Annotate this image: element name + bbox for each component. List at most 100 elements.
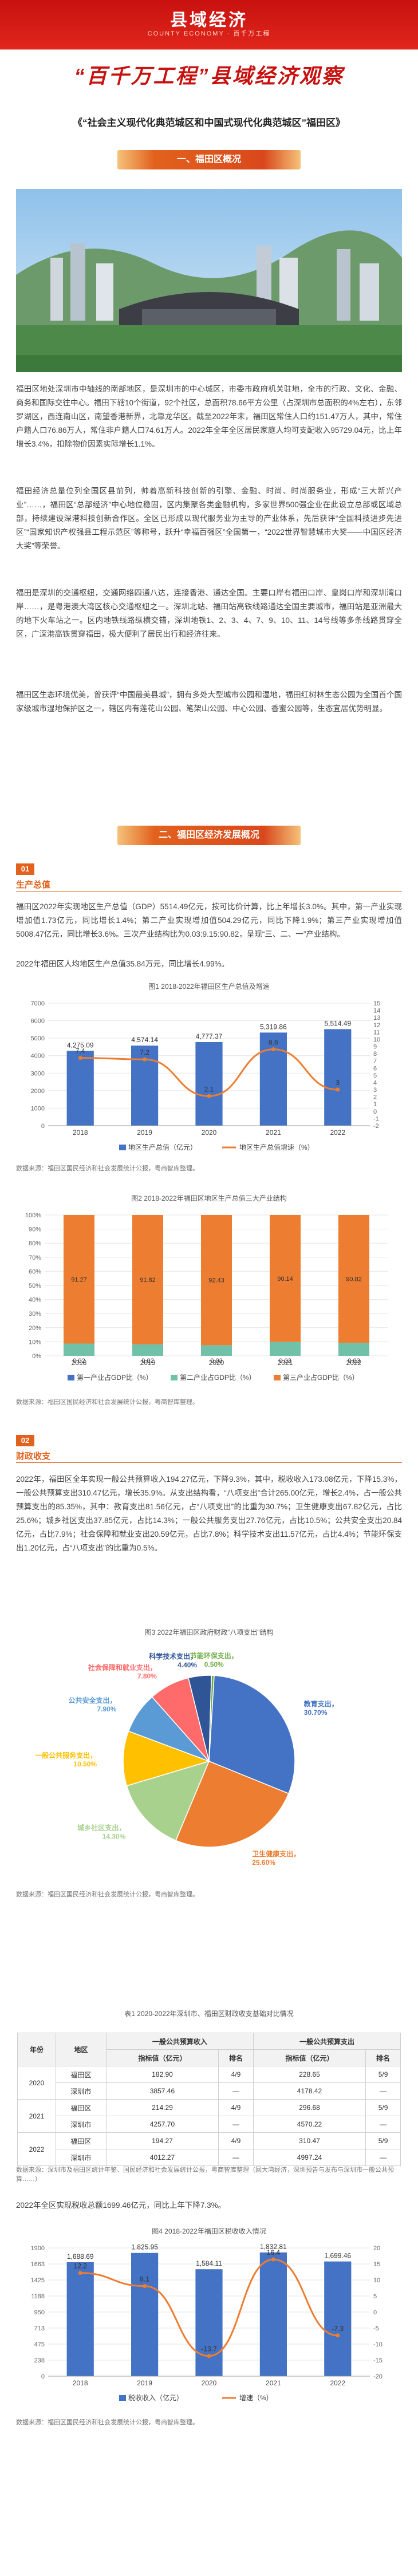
stacked-bar-segment xyxy=(132,1344,163,1356)
table-header-cell: 指标值（亿元） xyxy=(105,2049,219,2066)
table-caption: 表1 2020-2022年深圳市、福田区财政收支基础对比情况 xyxy=(124,2010,294,2018)
line-value-label: 7.2 xyxy=(140,1048,149,1056)
slice-value-label: 10.50% xyxy=(73,1760,97,1768)
x-tick-label: 2020 xyxy=(209,1359,224,1367)
x-tick-label: 2021 xyxy=(266,2379,281,2387)
table-cell: — xyxy=(218,2149,254,2166)
y2-tick-label: 9 xyxy=(373,1044,377,1051)
bar xyxy=(131,2252,159,2376)
y2-tick-label: 0 xyxy=(373,1108,377,1115)
y2-tick-label: 7 xyxy=(373,1058,377,1065)
tax-chart: 0 238 475 713 950 1188 1425 1663 1900 -20 -15 -10 -5… xyxy=(31,2243,382,2402)
segment-value-label: 0.03 xyxy=(279,1358,291,1364)
line-point xyxy=(271,1047,275,1052)
table-cell: 5/9 xyxy=(365,2132,401,2149)
gdp-per-capita-paragraph: 2022年福田区人均地区生产总值35.84万元，同比增长4.99%。 xyxy=(16,960,230,968)
x-tick-label: 2020 xyxy=(202,1129,217,1137)
pie-slice xyxy=(208,1675,295,1794)
table-cell: 深圳市 xyxy=(55,2116,107,2133)
y-tick-label: 4000 xyxy=(31,1053,45,1060)
legend-label: 地区生产总值增速（%） xyxy=(239,1143,314,1151)
chart4-source: 数据来源：福田区国民经济和社会发展统计公报，粤商智库整理。 xyxy=(16,2419,199,2426)
segment-value-label: 90.82 xyxy=(346,1276,362,1283)
x-tick-label: 2019 xyxy=(137,1129,152,1137)
legend-label: 第二产业占GDP比（%） xyxy=(180,1373,256,1382)
legend-label: 税收收入（亿元） xyxy=(128,2393,183,2402)
slice-value-label: 30.70% xyxy=(304,1709,328,1717)
segment-value-label: 0.03 xyxy=(210,1358,222,1364)
y-tick-label: 40% xyxy=(29,1297,41,1304)
y2-tick-label: -5 xyxy=(373,2325,379,2332)
x-tick-label: 2021 xyxy=(266,1129,281,1137)
y-tick-label: 30% xyxy=(29,1311,41,1317)
table-cell: 深圳市 xyxy=(55,2082,107,2100)
y-tick-label: 2000 xyxy=(31,1088,45,1095)
gdp-paragraph: 福田区2022年实现地区生产总值（GDP）5514.49亿元，按可比价计算，比上… xyxy=(16,902,402,938)
slice-label: 教育支出， xyxy=(303,1699,338,1708)
subsection-title-finance: 财政收支 xyxy=(16,1451,51,1461)
y2-tick-label: 1 xyxy=(373,1101,377,1108)
gdp-chart: 01000200030004000500060007000-2-10123456… xyxy=(31,1000,381,1151)
x-tick-label: 2022 xyxy=(346,1359,362,1367)
table-row: 2020 福田区 182.90 4/9 228.65 5/9 xyxy=(17,2066,401,2100)
table-header-row: 年份 地区 一般公共预算收入 一般公共预算支出 xyxy=(17,2033,401,2066)
bar xyxy=(195,2269,223,2376)
bar-value-label: 1,825.95 xyxy=(131,2243,158,2251)
x-tick-label: 2019 xyxy=(140,1359,156,1367)
table-cell: — xyxy=(365,2082,401,2100)
bar-value-label: 1,699.46 xyxy=(324,2252,351,2260)
section-heading-overview: 一、福田区概况 xyxy=(117,150,301,169)
segment-value-label: 91.27 xyxy=(71,1276,87,1283)
chart4-caption: 图4 2018-2022年福田区税收收入情况 xyxy=(152,2227,266,2235)
subsection-title-gdp: 生产总值 xyxy=(16,880,51,890)
x-tick-label: 2022 xyxy=(330,2379,345,2387)
table-cell: — xyxy=(218,2116,254,2133)
y2-tick-label: 5 xyxy=(373,2293,377,2300)
bar xyxy=(66,2262,94,2376)
y-tick-label: 1425 xyxy=(31,2277,45,2284)
bar-value-label: 4,574.14 xyxy=(131,1036,158,1044)
intro-paragraph-4: 福田区生态环境优美，曾获评“中国最美县城”，拥有多处大型城市公园和湿地，福田红树… xyxy=(16,691,402,713)
table-cell: 2022 xyxy=(17,2132,56,2166)
table-cell: 2021 xyxy=(17,2099,56,2133)
industry-structure-chart: 0%10%20%30%40%50%60%70%80%90%100%0.028.7… xyxy=(25,1212,388,1382)
y-tick-label: 90% xyxy=(29,1226,41,1233)
table-cell: 3857.46 xyxy=(105,2082,219,2100)
bar-value-label: 5,319.86 xyxy=(260,1023,287,1031)
line-value-label: 3 xyxy=(336,1079,340,1087)
line-value-label: 7.4 xyxy=(76,1047,85,1055)
line-point xyxy=(336,2333,340,2338)
segment-value-label: 0.02 xyxy=(141,1358,153,1364)
table-row: 深圳市 4257.70 — 4570.22 — xyxy=(18,2116,401,2133)
y2-tick-label: 4 xyxy=(373,1079,377,1086)
y2-tick-label: -1 xyxy=(373,1115,379,1122)
brand-logo-text: 县域经济 xyxy=(170,11,248,30)
slice-label: 公共安全支出， xyxy=(68,1696,116,1705)
legend-swatch xyxy=(171,1375,178,1380)
y-tick-label: 3000 xyxy=(31,1070,45,1077)
pie-slice xyxy=(208,1675,215,1762)
pie-slice xyxy=(123,1730,211,1786)
y-tick-label: 80% xyxy=(29,1240,41,1247)
y2-tick-label: 3 xyxy=(373,1087,377,1094)
pie-slice xyxy=(126,1760,210,1841)
y2-tick-label: 0 xyxy=(373,2309,377,2316)
y-tick-label: 20% xyxy=(29,1325,41,1332)
y-tick-label: 100% xyxy=(25,1212,41,1219)
segment-value-label: 91.82 xyxy=(140,1277,156,1284)
legend-swatch xyxy=(68,1375,74,1380)
y2-tick-label: -15 xyxy=(373,2357,382,2364)
table-cell: 4997.24 xyxy=(253,2149,366,2166)
line-point xyxy=(207,2354,211,2358)
slice-value-label: 14.30% xyxy=(102,1832,126,1840)
x-tick-label: 2021 xyxy=(278,1359,293,1367)
y-tick-label: 6000 xyxy=(31,1018,45,1025)
slice-label: 科学技术支出， xyxy=(149,1652,197,1660)
y-tick-label: 1900 xyxy=(31,2245,45,2252)
bar xyxy=(324,2261,352,2376)
line-point xyxy=(207,1094,211,1098)
slice-value-label: 7.80% xyxy=(137,1672,157,1680)
chart2-source: 数据来源：福田区国民经济和社会发展统计公报，粤商智库整理。 xyxy=(16,1399,199,1406)
subsection-divider xyxy=(16,1462,402,1463)
